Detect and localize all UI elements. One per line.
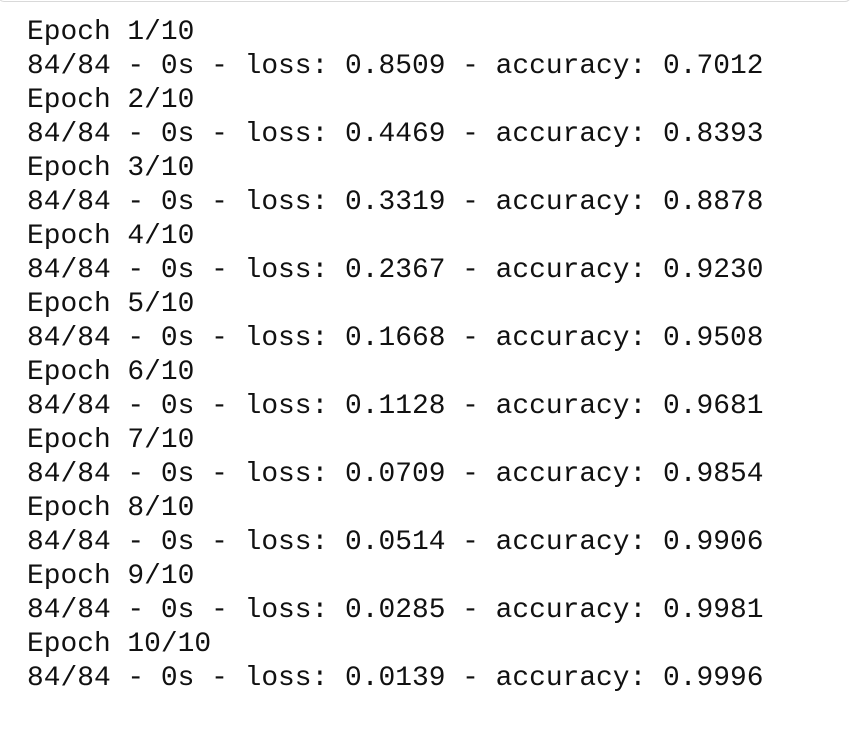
output-line: 84/84 - 0s - loss: 0.0139 - accuracy: 0.… bbox=[27, 663, 764, 694]
output-line: 84/84 - 0s - loss: 0.0285 - accuracy: 0.… bbox=[27, 595, 764, 626]
output-line: 84/84 - 0s - loss: 0.0514 - accuracy: 0.… bbox=[27, 527, 764, 558]
output-line: Epoch 9/10 bbox=[27, 561, 195, 592]
output-line: Epoch 8/10 bbox=[27, 493, 195, 524]
output-line: 84/84 - 0s - loss: 0.1668 - accuracy: 0.… bbox=[27, 323, 764, 354]
output-line: 84/84 - 0s - loss: 0.1128 - accuracy: 0.… bbox=[27, 391, 764, 422]
output-line: 84/84 - 0s - loss: 0.0709 - accuracy: 0.… bbox=[27, 459, 764, 490]
output-line: 84/84 - 0s - loss: 0.2367 - accuracy: 0.… bbox=[27, 255, 764, 286]
output-line: Epoch 7/10 bbox=[27, 425, 195, 456]
console-output: Epoch 1/10 84/84 - 0s - loss: 0.8509 - ac… bbox=[27, 16, 763, 696]
output-line: Epoch 1/10 bbox=[27, 17, 195, 48]
cell-border bbox=[0, 0, 851, 2]
output-line: Epoch 5/10 bbox=[27, 289, 195, 320]
output-line: Epoch 10/10 bbox=[27, 629, 212, 660]
output-line: Epoch 4/10 bbox=[27, 221, 195, 252]
output-line: Epoch 2/10 bbox=[27, 85, 195, 116]
output-line: 84/84 - 0s - loss: 0.8509 - accuracy: 0.… bbox=[27, 51, 764, 82]
output-line: 84/84 - 0s - loss: 0.3319 - accuracy: 0.… bbox=[27, 187, 764, 218]
output-line: Epoch 3/10 bbox=[27, 153, 195, 184]
output-line: Epoch 6/10 bbox=[27, 357, 195, 388]
output-line: 84/84 - 0s - loss: 0.4469 - accuracy: 0.… bbox=[27, 119, 764, 150]
